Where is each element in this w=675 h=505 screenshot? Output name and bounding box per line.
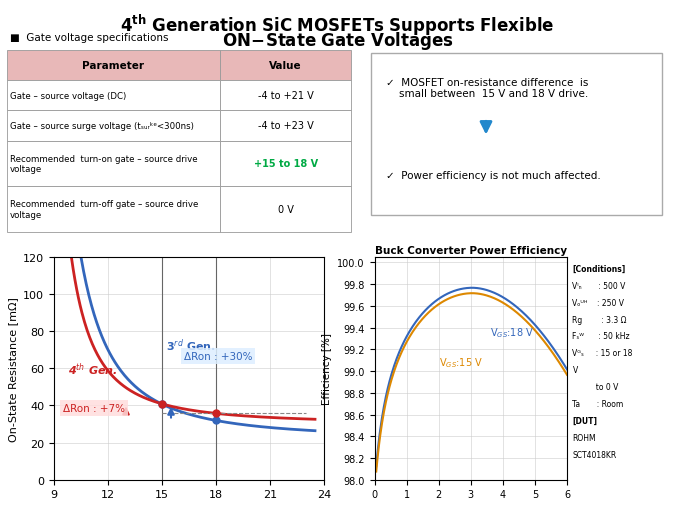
Y-axis label: On-State Resistance [mΩ]: On-State Resistance [mΩ] xyxy=(7,296,18,441)
Bar xyxy=(220,111,351,141)
Text: SCT4018KR: SCT4018KR xyxy=(572,450,617,459)
Bar xyxy=(7,111,220,141)
Text: Recommended  turn-on gate – source drive
voltage: Recommended turn-on gate – source drive … xyxy=(10,155,198,174)
Text: Vₒᵁᴴ    : 250 V: Vₒᵁᴴ : 250 V xyxy=(572,298,624,307)
Text: -4 to +21 V: -4 to +21 V xyxy=(258,91,313,101)
Text: 3$^{rd}$ Gen.: 3$^{rd}$ Gen. xyxy=(165,337,215,354)
Title: Buck Converter Power Efficiency: Buck Converter Power Efficiency xyxy=(375,245,567,256)
Text: Vᴳₛ     : 15 or 18: Vᴳₛ : 15 or 18 xyxy=(572,348,633,358)
Text: $\mathbf{ON\!-\!State\ Gate\ Voltages}$: $\mathbf{ON\!-\!State\ Gate\ Voltages}$ xyxy=(221,30,454,52)
Bar xyxy=(220,81,351,111)
Text: V$_{GS}$:15 V: V$_{GS}$:15 V xyxy=(439,356,483,370)
Bar xyxy=(220,141,351,187)
Text: ✓  Power efficiency is not much affected.: ✓ Power efficiency is not much affected. xyxy=(386,171,601,181)
Y-axis label: Efficiency [%]: Efficiency [%] xyxy=(322,333,332,405)
Bar xyxy=(7,50,220,81)
Bar xyxy=(220,50,351,81)
Text: $\mathbf{4^{th}}$ $\mathbf{Generation\ SiC\ MOSFETs\ Supports\ Flexible}$: $\mathbf{4^{th}}$ $\mathbf{Generation\ S… xyxy=(120,13,555,38)
Bar xyxy=(7,81,220,111)
Text: 4$^{th}$ Gen.: 4$^{th}$ Gen. xyxy=(68,361,118,378)
Text: 0 V: 0 V xyxy=(277,205,294,215)
Text: to 0 V: to 0 V xyxy=(572,382,619,391)
Text: -4 to +23 V: -4 to +23 V xyxy=(258,121,313,131)
Text: Gate – source surge voltage (tₛᵤᵣᵏᵉ<300ns): Gate – source surge voltage (tₛᵤᵣᵏᵉ<300n… xyxy=(10,122,194,131)
Text: ■  Gate voltage specifications: ■ Gate voltage specifications xyxy=(10,33,169,43)
Text: [DUT]: [DUT] xyxy=(572,416,597,425)
Text: ΔRon : +30%: ΔRon : +30% xyxy=(184,351,252,362)
Text: V: V xyxy=(572,366,578,375)
Text: Ta       : Room: Ta : Room xyxy=(572,399,624,409)
Text: Vᴵₙ       : 500 V: Vᴵₙ : 500 V xyxy=(572,281,626,290)
Text: Fₛᵂ      : 50 kHz: Fₛᵂ : 50 kHz xyxy=(572,332,630,341)
Bar xyxy=(7,141,220,187)
Text: Value: Value xyxy=(269,61,302,71)
Text: Rg        : 3.3 Ω: Rg : 3.3 Ω xyxy=(572,315,627,324)
Text: V$_{GS}$:18 V: V$_{GS}$:18 V xyxy=(490,326,534,339)
Bar xyxy=(220,187,351,232)
Text: [Conditions]: [Conditions] xyxy=(572,264,626,273)
Text: ROHM: ROHM xyxy=(572,433,596,442)
Text: Parameter: Parameter xyxy=(82,61,144,71)
Text: Recommended  turn-off gate – source drive
voltage: Recommended turn-off gate – source drive… xyxy=(10,200,198,219)
Text: Gate – source voltage (DC): Gate – source voltage (DC) xyxy=(10,91,126,100)
Bar xyxy=(7,187,220,232)
Text: +15 to 18 V: +15 to 18 V xyxy=(254,159,318,169)
Text: ✓  MOSFET on-resistance difference  is
    small between  15 V and 18 V drive.: ✓ MOSFET on-resistance difference is sma… xyxy=(386,77,588,99)
Text: ΔRon : +7%: ΔRon : +7% xyxy=(63,403,125,413)
